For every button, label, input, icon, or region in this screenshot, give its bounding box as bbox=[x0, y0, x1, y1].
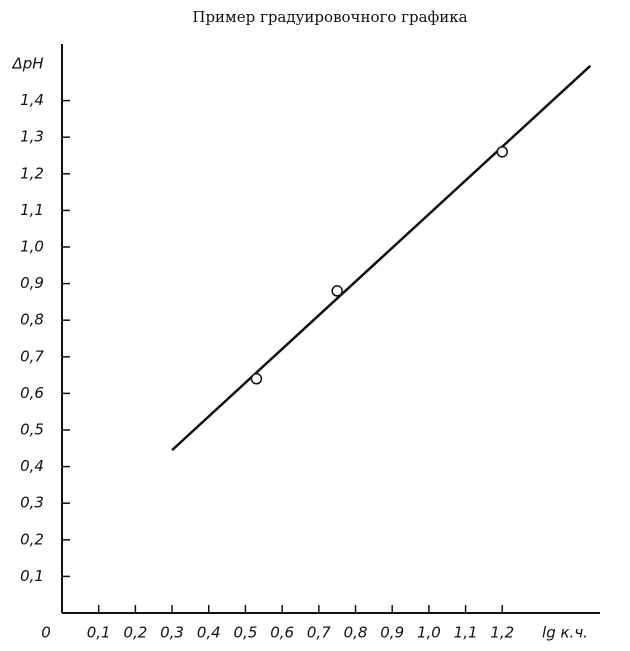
x-tick-label: 0,8 bbox=[344, 624, 368, 642]
y-tick-label: 1,2 bbox=[20, 164, 44, 182]
x-tick-label: 0,3 bbox=[160, 624, 184, 642]
y-tick-label: 1,3 bbox=[20, 128, 44, 146]
y-tick-label: 0,6 bbox=[20, 384, 44, 402]
y-tick-label: 0,2 bbox=[20, 530, 44, 548]
x-tick-label: 0,4 bbox=[197, 624, 221, 642]
y-tick-label: 0,5 bbox=[20, 421, 44, 439]
x-tick-label: 0,2 bbox=[123, 624, 147, 642]
chart-title: Пример градуировочного графика bbox=[192, 8, 467, 26]
x-tick-label: 1,2 bbox=[490, 624, 514, 642]
x-tick-label: 0,1 bbox=[87, 624, 111, 642]
x-tick-label: 0,5 bbox=[234, 624, 258, 642]
x-tick-label: 0,9 bbox=[380, 624, 404, 642]
y-tick-label: 0,8 bbox=[20, 311, 44, 329]
y-tick-label: 1,1 bbox=[20, 201, 44, 219]
x-tick-label: 1,0 bbox=[417, 624, 441, 642]
x-tick-label: 0,6 bbox=[270, 624, 294, 642]
x-tick-label: 0 bbox=[41, 624, 51, 642]
data-point bbox=[331, 285, 343, 297]
y-tick-label: 0,7 bbox=[20, 347, 44, 365]
y-tick-label: 0,1 bbox=[20, 567, 44, 585]
data-point bbox=[496, 146, 509, 158]
fit-line bbox=[171, 64, 592, 452]
y-tick-label: 0,9 bbox=[20, 274, 44, 292]
y-tick-label: 0,4 bbox=[20, 457, 44, 475]
y-tick-label: 1,4 bbox=[20, 91, 44, 109]
x-tick-label: 1,1 bbox=[454, 624, 478, 642]
data-point bbox=[250, 373, 263, 385]
y-axis-label: ΔpH bbox=[11, 55, 43, 73]
y-tick-label: 0,3 bbox=[20, 494, 44, 512]
y-tick-label: 1,0 bbox=[20, 238, 44, 256]
x-axis-label: lg к.ч. bbox=[542, 624, 588, 642]
x-tick-label: 0,7 bbox=[307, 624, 331, 642]
